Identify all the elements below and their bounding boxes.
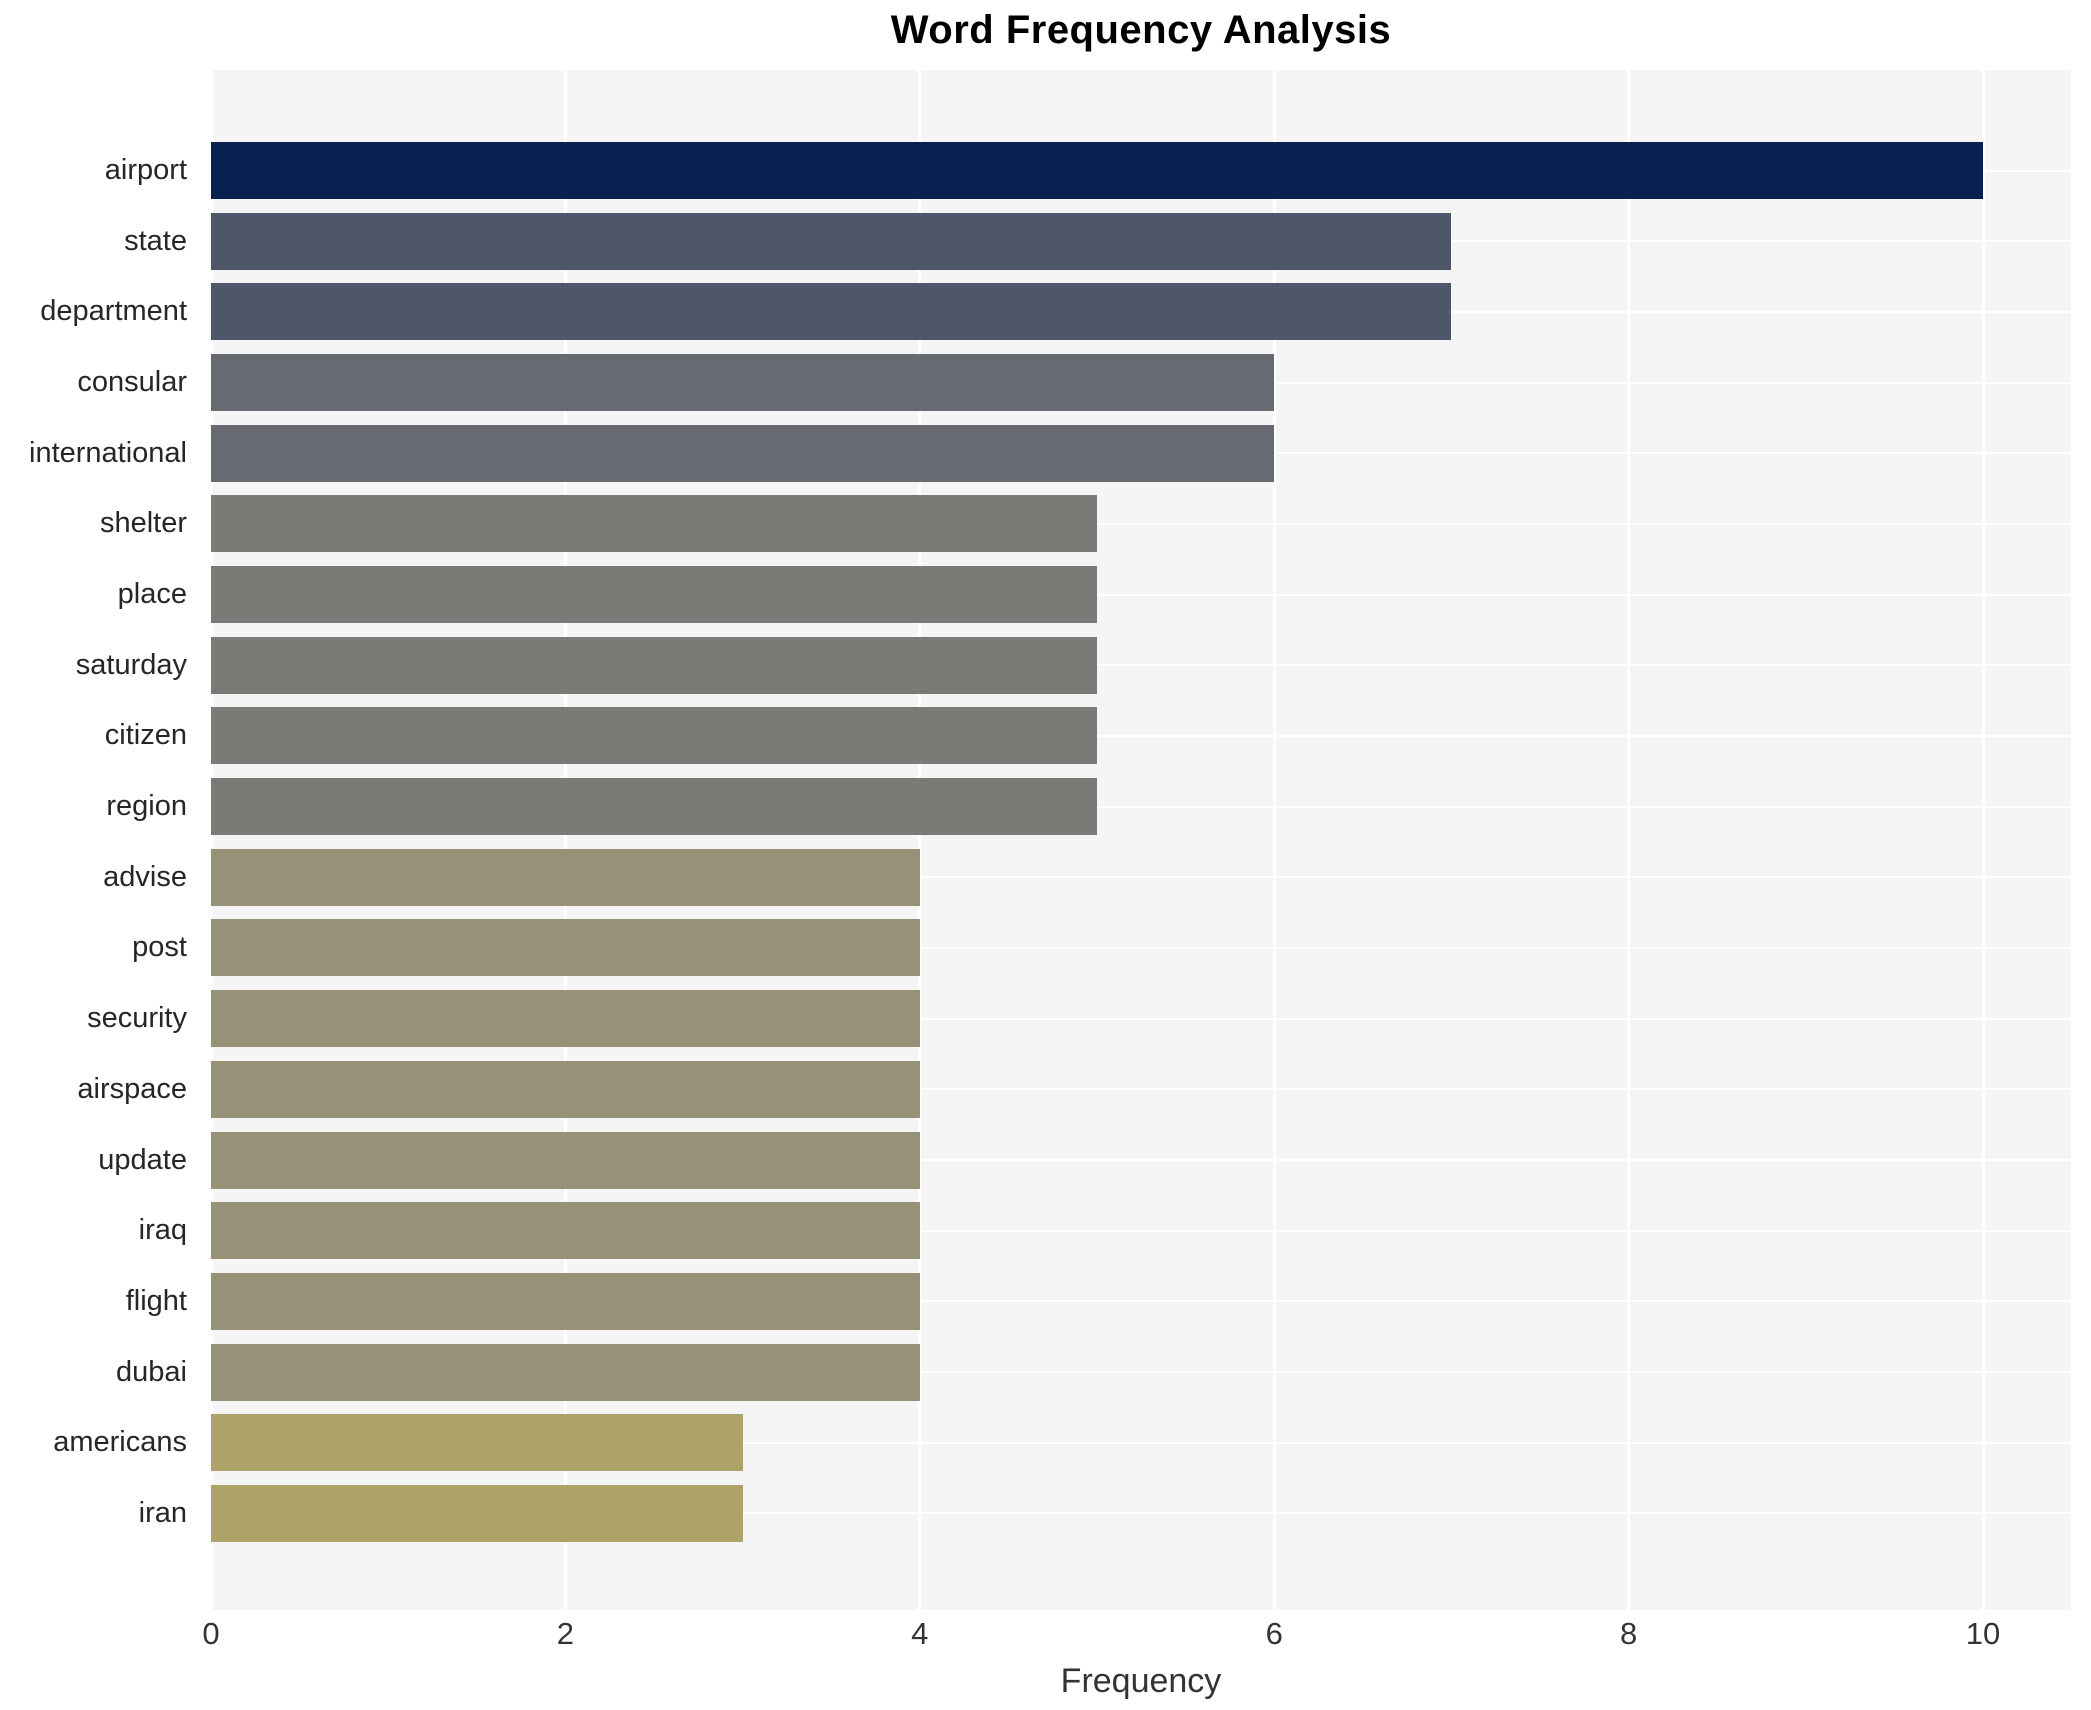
x-axis-title: Frequency (1060, 1662, 1222, 1700)
chart-title: Word Frequency Analysis (890, 8, 1392, 52)
y-gridline (211, 1159, 2071, 1162)
y-gridline (211, 593, 2071, 596)
bar-consular (211, 354, 1275, 412)
bar-airport (211, 142, 1983, 199)
y-tick-label-department: department (40, 295, 187, 328)
y-tick-label-saturday: saturday (75, 648, 187, 681)
y-gridline (211, 805, 2071, 808)
bar-region (211, 778, 1097, 836)
y-tick-label-consular: consular (77, 366, 187, 399)
y-gridline (211, 876, 2071, 879)
bar-update (211, 1131, 920, 1189)
y-tick-label-iraq: iraq (138, 1214, 187, 1247)
y-tick-label-update: update (98, 1143, 187, 1176)
bar-flight (211, 1272, 920, 1330)
x-tick-label-10: 10 (1965, 1616, 2001, 1651)
bar-saturday (211, 636, 1097, 694)
y-gridline (211, 1512, 2071, 1515)
bar-airspace (211, 1060, 920, 1118)
y-tick-label-place: place (117, 578, 187, 611)
y-gridline (211, 664, 2071, 667)
y-gridline (211, 1229, 2071, 1232)
x-gridline (918, 70, 922, 1610)
y-tick-label-iran: iran (138, 1496, 187, 1529)
y-gridline (211, 1300, 2071, 1303)
bar-shelter (211, 495, 1097, 553)
bar-place (211, 566, 1097, 624)
x-tick-label-6: 6 (1265, 1616, 1283, 1651)
y-tick-label-dubai: dubai (116, 1355, 187, 1388)
y-gridline (211, 734, 2071, 737)
y-gridline (211, 1017, 2071, 1020)
bar-citizen (211, 707, 1097, 765)
bar-department (211, 283, 1452, 341)
bar-state (211, 212, 1452, 270)
x-gridline (1627, 70, 1631, 1610)
y-gridline (211, 946, 2071, 949)
x-tick-label-2: 2 (556, 1616, 575, 1651)
bar-post (211, 919, 920, 977)
x-tick-label-0: 0 (202, 1616, 220, 1651)
y-tick-label-americans: americans (53, 1426, 187, 1459)
bar-international (211, 424, 1275, 482)
bar-iraq (211, 1202, 920, 1260)
bar-iran (211, 1484, 743, 1542)
y-gridline (211, 522, 2071, 525)
y-tick-label-flight: flight (125, 1284, 187, 1317)
y-tick-label-region: region (106, 790, 187, 823)
bar-advise (211, 848, 920, 906)
y-tick-label-airport: airport (104, 154, 187, 186)
x-gridline (1981, 70, 1985, 1610)
bar-security (211, 990, 920, 1048)
y-gridline (211, 1441, 2071, 1444)
y-tick-label-post: post (132, 931, 187, 964)
bar-dubai (211, 1343, 920, 1401)
x-gridline (563, 70, 567, 1610)
y-tick-label-airspace: airspace (77, 1072, 187, 1105)
y-tick-label-shelter: shelter (99, 507, 187, 540)
x-gridline (211, 70, 213, 1610)
x-tick-label-4: 4 (911, 1616, 929, 1651)
x-tick-label-8: 8 (1619, 1616, 1638, 1651)
y-tick-label-state: state (124, 224, 187, 257)
y-tick-label-international: international (29, 436, 187, 469)
x-gridline (1272, 70, 1276, 1610)
y-gridline (211, 1371, 2071, 1374)
plot-area (211, 70, 2071, 1610)
bar-americans (211, 1414, 743, 1472)
y-gridline (211, 1088, 2071, 1091)
y-tick-label-security: security (87, 1002, 187, 1035)
y-tick-label-advise: advise (103, 860, 187, 893)
y-tick-label-citizen: citizen (104, 719, 187, 752)
